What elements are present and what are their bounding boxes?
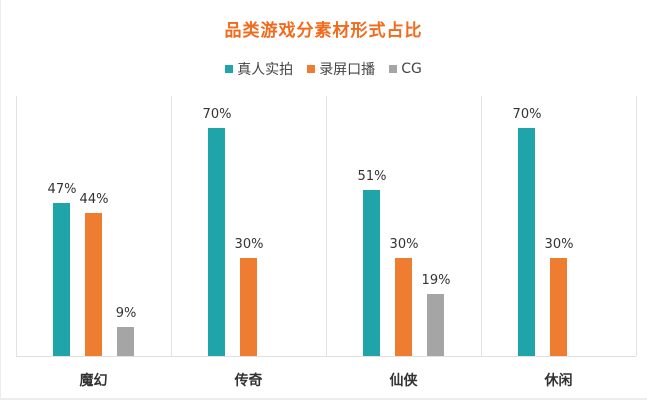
data-label: 70% [512, 107, 542, 122]
category-divider [636, 96, 637, 356]
chart-title: 品类游戏分素材形式占比 [224, 21, 423, 41]
bar [395, 258, 412, 356]
bar [117, 327, 134, 356]
legend-label: 真人实拍 [237, 62, 294, 78]
legend-swatch-icon [307, 65, 316, 73]
data-label: 30% [389, 237, 419, 252]
bar [518, 128, 535, 356]
legend-label: 录屏口播 [319, 62, 376, 78]
plot-area: 47% 44% 9% 70% 30% 51% 30% 19% 70% 30% [16, 96, 637, 357]
bar [85, 213, 102, 356]
category-divider [481, 96, 482, 356]
x-tick-label: 魔幻 [79, 373, 108, 389]
category-divider [171, 96, 172, 356]
chart-frame-bottom [0, 398, 647, 400]
x-tick-label: 传奇 [234, 373, 263, 389]
legend-item-live-action: 真人实拍 [225, 59, 293, 79]
bar [363, 190, 380, 356]
x-axis-line [16, 356, 636, 357]
chart-frame-left [0, 0, 1, 398]
data-label: 70% [202, 107, 232, 122]
category-divider [16, 96, 17, 356]
bar [53, 203, 70, 356]
bar [208, 128, 225, 356]
data-label: 19% [421, 273, 451, 288]
data-label: 47% [47, 182, 77, 197]
bar [550, 258, 567, 356]
x-tick-label: 仙侠 [389, 373, 418, 389]
legend-swatch-icon [225, 65, 234, 73]
bar [240, 258, 257, 356]
data-label: 44% [79, 192, 109, 207]
data-label: 51% [357, 169, 387, 184]
legend-item-screen-voiceover: 录屏口播 [307, 59, 375, 79]
legend-swatch-icon [389, 65, 398, 73]
data-label: 30% [544, 237, 574, 252]
bar [427, 294, 444, 356]
data-label: 30% [234, 237, 264, 252]
chart-legend: 真人实拍 录屏口播 CG [0, 59, 647, 79]
category-divider [326, 96, 327, 356]
data-label: 9% [115, 306, 137, 321]
x-tick-label: 休闲 [544, 373, 573, 389]
legend-item-cg: CG [389, 59, 422, 79]
legend-label: CG [401, 61, 422, 77]
